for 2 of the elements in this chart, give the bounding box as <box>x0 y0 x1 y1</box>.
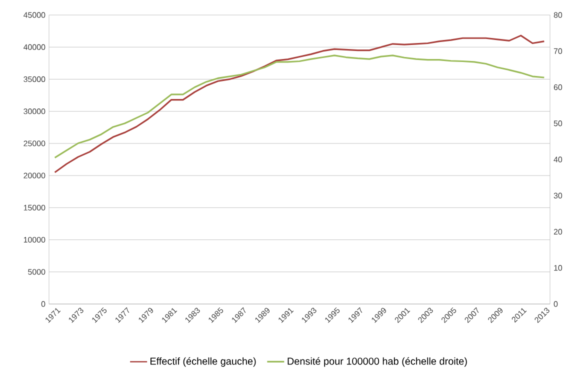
legend-label: Effectif (échelle gauche) <box>150 357 256 367</box>
legend-label: Densité pour 100000 hab (échelle droite) <box>288 357 467 367</box>
